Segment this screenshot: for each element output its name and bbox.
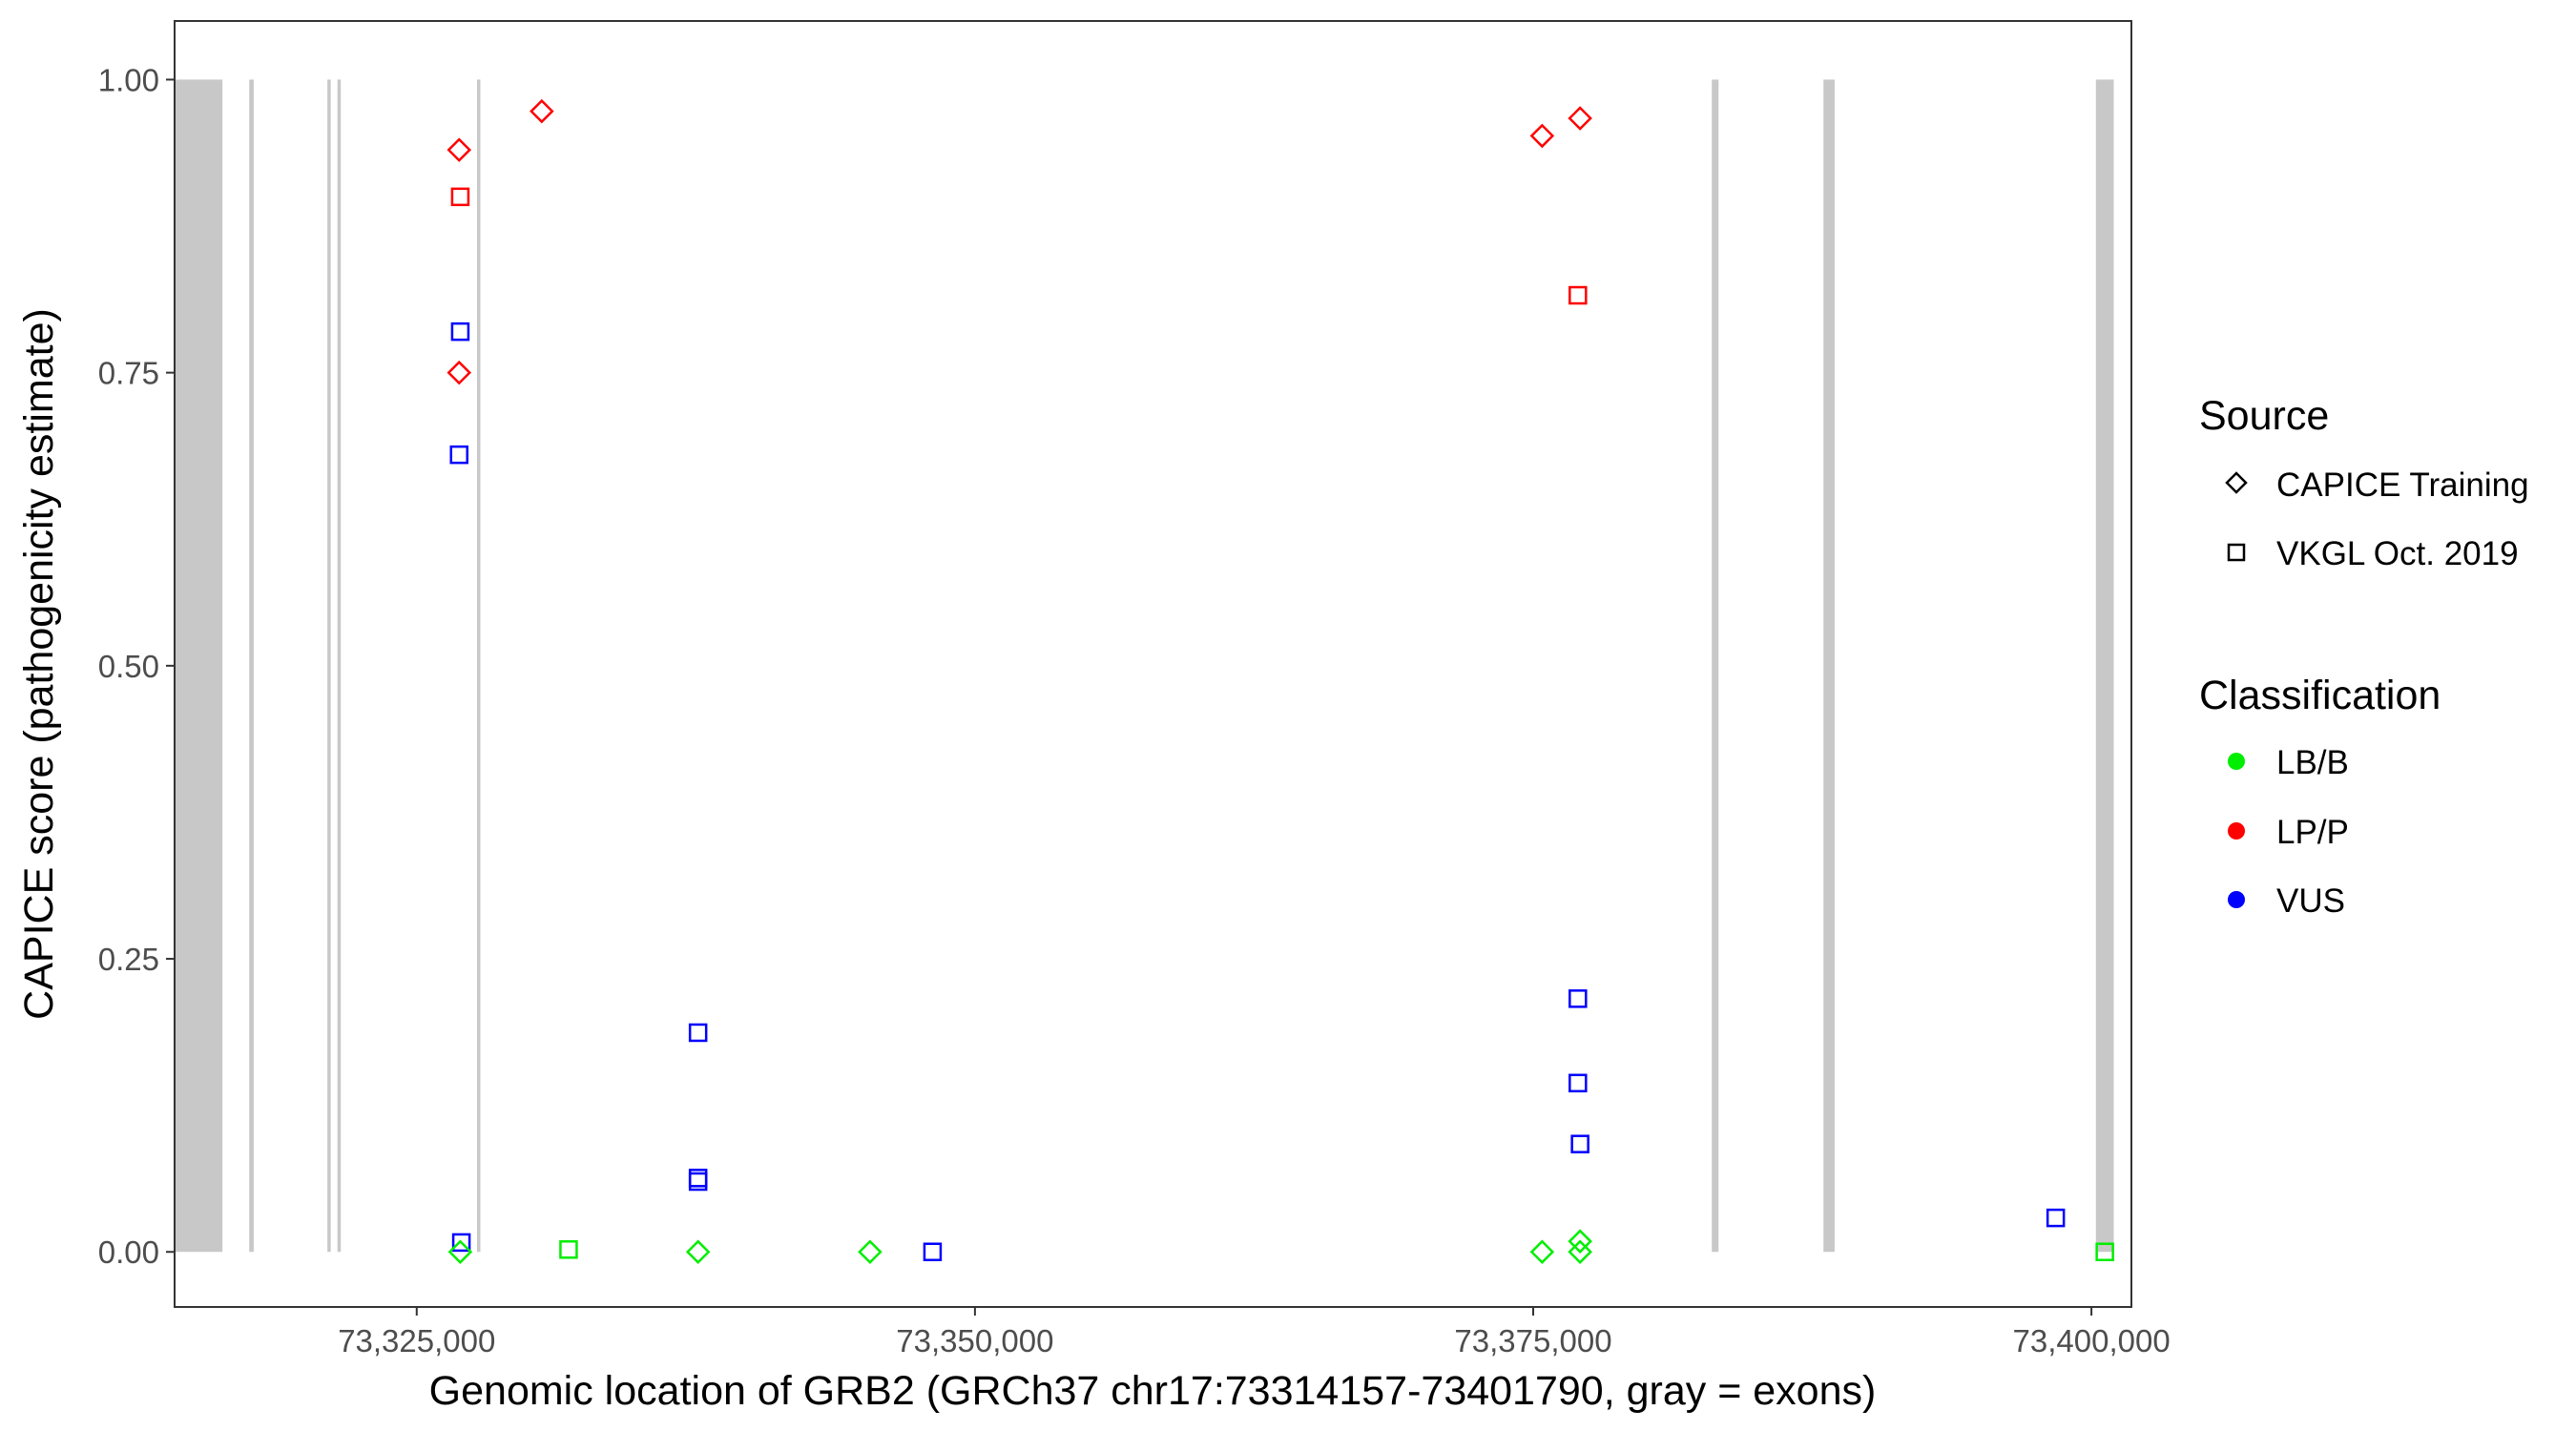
data-point-square xyxy=(2046,1208,2066,1228)
exon-band xyxy=(337,79,342,1253)
data-point-square xyxy=(2095,1242,2114,1261)
y-tick-label: 0.50 xyxy=(98,649,159,684)
data-point-diamond xyxy=(1529,123,1555,149)
plot-panel-border xyxy=(174,20,2132,1308)
exon-band xyxy=(327,79,331,1253)
data-point-square xyxy=(451,1233,471,1253)
exon-band xyxy=(249,79,254,1253)
data-point-square xyxy=(688,1172,708,1192)
data-point-square xyxy=(1570,1134,1589,1153)
data-point-diamond xyxy=(1568,106,1592,131)
exon-layer xyxy=(175,79,2114,1253)
data-point-diamond xyxy=(1529,1239,1555,1265)
data-point-square xyxy=(1568,1073,1588,1093)
data-point-diamond xyxy=(530,98,554,124)
data-point-diamond xyxy=(1568,1239,1592,1265)
data-point-square xyxy=(1568,989,1588,1008)
data-point-diamond xyxy=(447,360,472,385)
legend-dot-lbb xyxy=(2228,753,2245,770)
axis-layer: 0.00 0.25 0.50 0.75 1.00 73,325,000 73,350,000… xyxy=(98,62,2171,1358)
data-point-square xyxy=(688,1023,708,1043)
exon-band xyxy=(1712,79,1719,1253)
x-tick-label: 73,400,000 xyxy=(2013,1323,2171,1358)
data-point-square xyxy=(1568,285,1588,305)
legend-item-vkgl: VKGL Oct. 2019 xyxy=(2227,535,2519,572)
data-point-square xyxy=(923,1242,943,1261)
data-point-square xyxy=(449,445,468,465)
y-tick-label: 0.00 xyxy=(98,1234,159,1270)
legend-label-vus: VUS xyxy=(2276,882,2345,920)
data-point-diamond xyxy=(1568,1229,1592,1254)
data-point-diamond xyxy=(685,1239,711,1265)
legend-label-vkgl: VKGL Oct. 2019 xyxy=(2276,535,2519,572)
legend-label-lbb: LB/B xyxy=(2276,744,2349,781)
y-axis-title: CAPICE score (pathogenicity estimate) xyxy=(16,308,62,1020)
legend-dot-vus xyxy=(2228,891,2245,908)
legend-classification-title: Classification xyxy=(2199,673,2441,718)
legend-source-title: Source xyxy=(2199,393,2329,439)
point-layer xyxy=(447,98,2114,1265)
data-point-diamond xyxy=(858,1239,883,1265)
legend-label-capice-training: CAPICE Training xyxy=(2276,467,2529,504)
exon-band xyxy=(175,79,223,1253)
legend-item-lpp: LP/P xyxy=(2228,814,2349,851)
x-axis-title: Genomic location of GRB2 (GRCh37 chr17:7… xyxy=(429,1368,1877,1414)
x-tick-label: 73,325,000 xyxy=(338,1323,495,1358)
data-point-square xyxy=(450,321,470,342)
y-tick-label: 0.25 xyxy=(98,942,159,977)
legend-item-vus: VUS xyxy=(2228,882,2345,920)
y-tick-label: 1.00 xyxy=(98,62,159,97)
data-point-square xyxy=(450,187,470,207)
exon-band xyxy=(2095,79,2114,1253)
exon-band xyxy=(476,79,481,1253)
legend-diamond-symbol xyxy=(2225,471,2248,494)
legend-dot-lpp xyxy=(2228,822,2245,840)
x-tick-label: 73,350,000 xyxy=(896,1323,1053,1358)
legend-item-capice-training: CAPICE Training xyxy=(2225,467,2529,504)
exon-band xyxy=(1823,79,1835,1253)
data-point-diamond xyxy=(447,137,472,162)
y-tick-label: 0.75 xyxy=(98,356,159,391)
legend-label-lpp: LP/P xyxy=(2276,814,2349,851)
x-tick-label: 73,375,000 xyxy=(1454,1323,1611,1358)
legend-square-symbol xyxy=(2227,543,2246,562)
legend: Source CAPICE Training VKGL Oct. 2019 Cl… xyxy=(2199,393,2529,920)
legend-item-lbb: LB/B xyxy=(2228,744,2349,781)
data-point-square xyxy=(559,1240,578,1259)
data-point-diamond xyxy=(447,1239,473,1265)
